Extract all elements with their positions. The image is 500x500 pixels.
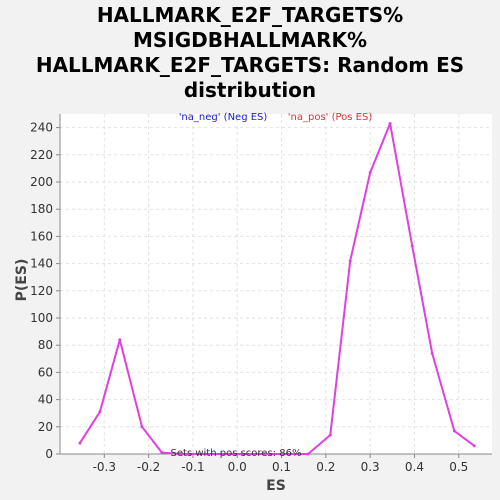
data-point — [348, 259, 352, 263]
y-tick-label: 160 — [30, 229, 53, 243]
data-point — [328, 433, 332, 437]
x-axis-label: ES — [266, 478, 286, 494]
legend-neg-es: 'na_neg' (Neg ES) — [179, 112, 268, 123]
data-point — [140, 425, 144, 429]
chart-title-line-2: MSIGDBHALLMARK% — [132, 28, 368, 52]
x-tick-label: -0.3 — [93, 460, 116, 474]
data-point — [118, 338, 122, 342]
data-point — [306, 452, 310, 456]
axes: 0 20 40 60 80 100 120 140 160 180 200 220 240 -0.3 -0.… — [30, 114, 492, 474]
y-tick-label: 240 — [30, 121, 53, 135]
data-point — [98, 410, 102, 414]
y-tick-label: 140 — [30, 257, 53, 271]
y-tick-label: 180 — [30, 202, 53, 216]
x-tick-label: 0.3 — [361, 460, 380, 474]
x-tick-label: 0.5 — [449, 460, 468, 474]
data-point — [452, 429, 456, 433]
pos-scores-annotation: Sets with pos scores: 86% — [171, 448, 302, 459]
data-point — [388, 122, 392, 126]
y-tick-label: 200 — [30, 175, 53, 189]
plot-area — [60, 114, 492, 454]
y-tick-label: 100 — [30, 311, 53, 325]
data-point — [410, 244, 414, 248]
y-tick-label: 60 — [38, 365, 53, 379]
data-point — [78, 441, 82, 445]
x-tick-label: 0.1 — [272, 460, 291, 474]
chart-title-line-1: HALLMARK_E2F_TARGETS% — [96, 3, 404, 27]
data-point — [160, 451, 164, 455]
x-tick-label: 0.0 — [228, 460, 247, 474]
x-tick-label: -0.1 — [181, 460, 204, 474]
y-axis-label: P(ES) — [14, 259, 30, 302]
data-point — [180, 452, 184, 456]
y-tick-label: 120 — [30, 284, 53, 298]
chart-title-line-4: distribution — [183, 78, 317, 102]
legend-pos-es: 'na_pos' (Pos ES) — [288, 112, 373, 123]
y-tick-label: 40 — [38, 393, 53, 407]
x-tick-label: 0.4 — [405, 460, 424, 474]
y-tick-label: 80 — [38, 338, 53, 352]
chart-title-line-3: HALLMARK_E2F_TARGETS: Random ES — [35, 53, 465, 77]
data-point — [368, 170, 372, 174]
x-tick-label: 0.2 — [316, 460, 335, 474]
data-point — [430, 351, 434, 355]
data-point — [472, 444, 476, 448]
x-tick-label: -0.2 — [137, 460, 160, 474]
y-tick-label: 20 — [38, 420, 53, 434]
series-layer — [78, 122, 476, 456]
chart-title: HALLMARK_E2F_TARGETS% MSIGDBHALLMARK% HA… — [0, 3, 500, 103]
y-tick-label: 0 — [45, 447, 53, 461]
y-tick-label: 220 — [30, 148, 53, 162]
